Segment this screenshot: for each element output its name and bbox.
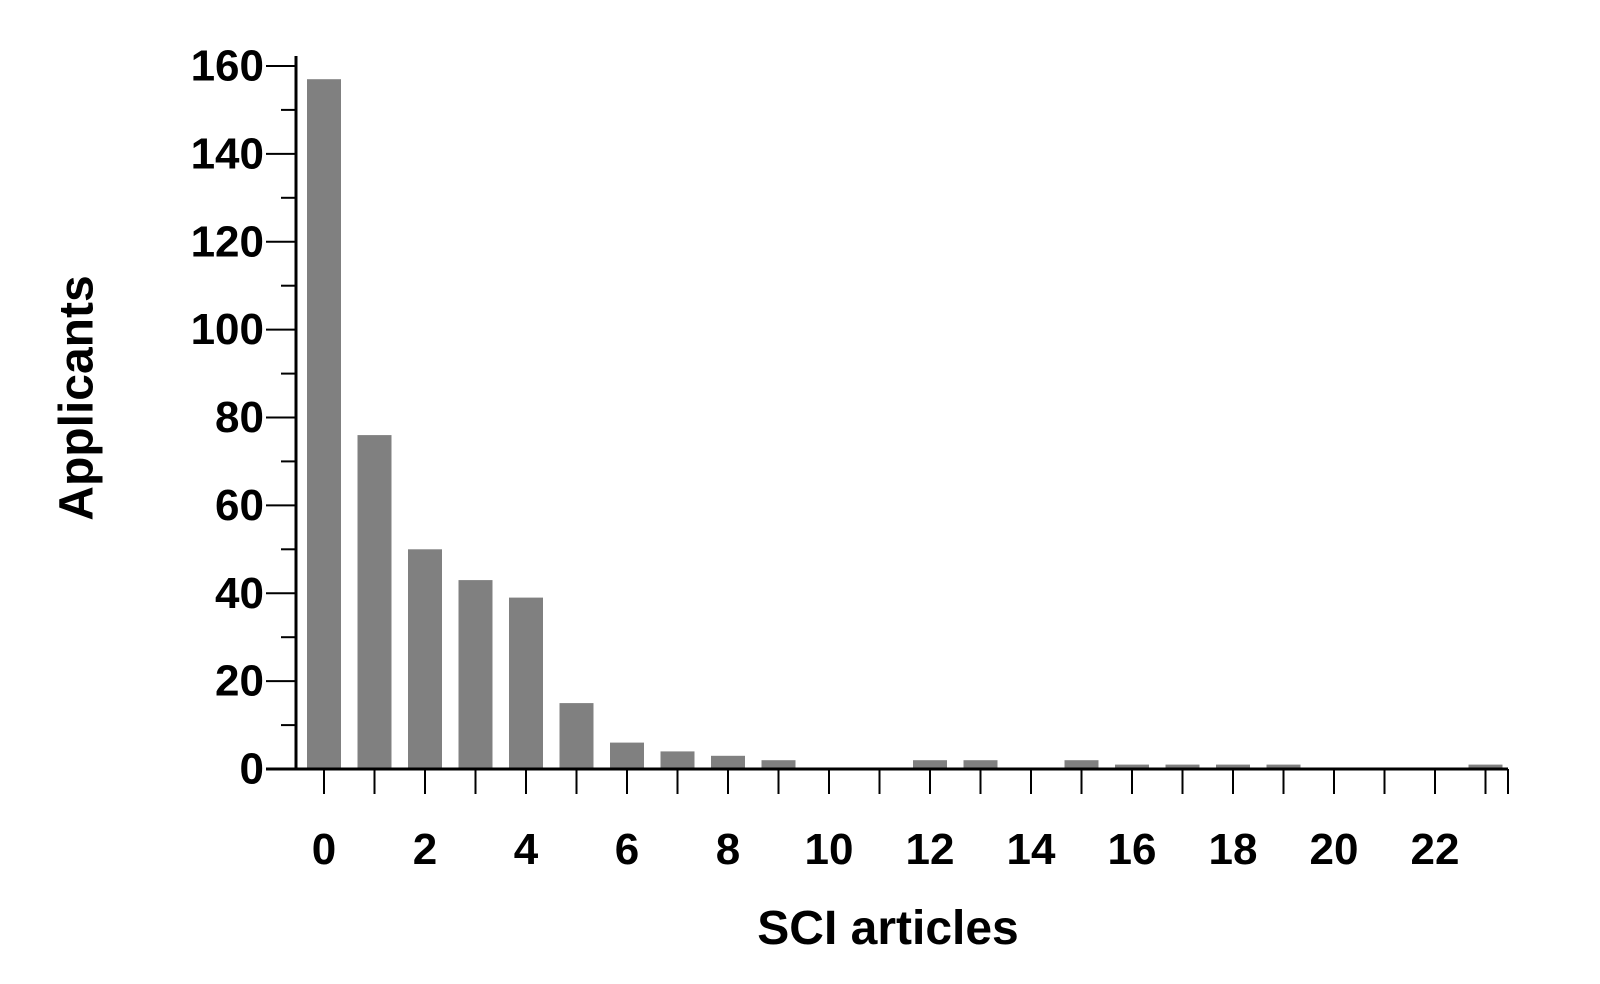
bar-0 [307,79,341,769]
x-tick-label: 12 [906,825,955,874]
x-tick-label: 14 [1007,825,1056,874]
x-axis: 0 2 4 6 8 10 12 14 16 18 20 22 [266,767,1509,874]
y-tick-label: 0 [240,745,264,794]
y-tick-label: 140 [191,129,264,178]
x-tick-label: 2 [413,825,437,874]
x-tick-label: 22 [1411,825,1460,874]
x-tick-label: 18 [1209,825,1258,874]
x-tick-label: 10 [805,825,854,874]
x-tick-label: 0 [312,825,336,874]
x-tick-label: 20 [1310,825,1359,874]
bar-3 [458,580,493,769]
bar-23 [1468,764,1503,769]
y-tick-label: 100 [191,305,264,354]
x-tick-label: 6 [615,825,639,874]
bars-group [307,79,1503,769]
bar-6 [610,742,644,769]
bar-9 [761,760,796,769]
bar-2 [408,549,442,769]
y-axis-title: Applicants [51,275,104,520]
bar-15 [1064,760,1099,769]
y-tick-label: 80 [215,393,264,442]
bar-18 [1216,764,1250,769]
x-tick-label: 8 [716,825,740,874]
bar-16 [1115,764,1149,769]
y-tick-label: 20 [215,657,264,706]
bar-17 [1165,764,1200,769]
bar-4 [509,597,543,769]
bar-7 [660,751,695,769]
x-axis-title: SCI articles [757,902,1018,955]
y-tick-label: 40 [215,569,264,618]
y-tick-label: 120 [191,217,264,266]
x-tick-label: 16 [1108,825,1157,874]
y-tick-label: 60 [215,481,264,530]
bar-19 [1266,764,1301,769]
y-axis: 0 20 40 60 80 100 120 140 160 [191,42,298,794]
bar-5 [559,703,594,769]
bar-13 [963,760,998,769]
bar-12 [913,760,947,769]
bar-8 [711,755,745,769]
x-tick-label: 4 [514,825,539,874]
y-tick-label: 160 [191,42,264,91]
bar-1 [357,435,392,769]
